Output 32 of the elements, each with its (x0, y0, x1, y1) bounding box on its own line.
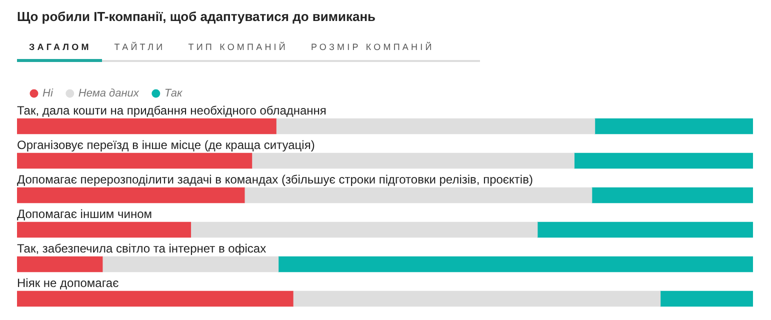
text: ЗАГАЛОМ (17, 38, 102, 62)
bar (17, 187, 245, 204)
bar (190, 222, 538, 238)
bar (594, 118, 753, 134)
bar (17, 152, 252, 169)
y-tick-label: Організовує переїзд в інше місце (де краща ситуація) (17, 138, 315, 152)
bar (251, 152, 574, 169)
bar (591, 187, 753, 204)
bar (537, 222, 753, 238)
bar (574, 152, 753, 169)
bar (278, 256, 753, 272)
bar (17, 118, 276, 134)
bar (276, 118, 596, 134)
legend-label: Нема даних (78, 88, 140, 100)
bar (17, 256, 103, 272)
bar (244, 187, 592, 204)
y-tick-label: Допомагає іншим чином (17, 207, 152, 222)
bar (17, 290, 294, 307)
y-tick-label: Так, забезпечила світло та інтернет в офісах (17, 242, 266, 256)
text: ТАЙТЛИ (113, 40, 166, 54)
y-tick-label: Так, дала кошти на придбання необхідного обладнання (17, 104, 326, 118)
y-tick-label: Ніяк не допомагає (17, 276, 119, 290)
legend-label: Так (164, 88, 184, 100)
bar (660, 290, 753, 307)
bar (102, 256, 279, 272)
bar (17, 222, 192, 238)
text: РОЗМІР КОМПАНІЙ (310, 40, 436, 54)
y-tick-label: Допомагає перерозподілити задачі в командах (збільшує строки підготовки релізів, проєктів) (17, 172, 533, 187)
chart-title: Що робили IT-компанії, щоб адаптуватися до вимикань (17, 9, 376, 24)
text: ТИП КОМПАНІЙ (187, 40, 289, 54)
legend-label: Ні (42, 88, 54, 100)
bar (292, 290, 661, 307)
